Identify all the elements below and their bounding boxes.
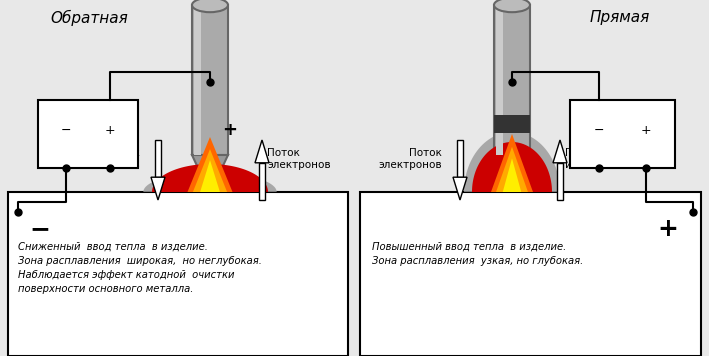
Polygon shape [152, 164, 268, 192]
Bar [494, 5, 530, 155]
Text: −: − [594, 124, 605, 137]
Bar [494, 115, 530, 133]
Polygon shape [494, 155, 530, 183]
Polygon shape [255, 140, 269, 163]
Bar [192, 5, 228, 155]
Text: −: − [30, 217, 50, 241]
Polygon shape [453, 177, 467, 200]
Bar [457, 140, 463, 177]
Bar [38, 100, 138, 168]
Bar [8, 192, 348, 356]
Polygon shape [503, 158, 521, 192]
Bar [194, 5, 201, 155]
Text: Сниженный  ввод тепла  в изделие.
Зона расплавления  широкая,  но неглубокая.
На: Сниженный ввод тепла в изделие. Зона рас… [18, 242, 262, 294]
Polygon shape [193, 149, 227, 192]
Bar [570, 100, 675, 168]
Polygon shape [496, 147, 528, 192]
Polygon shape [192, 155, 228, 183]
Text: −: − [61, 124, 71, 137]
Text: Прямая: Прямая [590, 10, 650, 25]
Text: Поток
ионов: Поток ионов [565, 148, 598, 171]
Polygon shape [200, 160, 220, 192]
Polygon shape [151, 177, 165, 200]
Ellipse shape [192, 0, 228, 12]
Text: +: + [657, 217, 679, 241]
Bar [155, 140, 161, 177]
Polygon shape [491, 134, 533, 192]
Text: Обратная: Обратная [50, 10, 128, 26]
Text: +: + [223, 121, 238, 139]
Text: +: + [105, 124, 116, 137]
Bar [496, 5, 503, 155]
Text: +: + [640, 124, 651, 137]
Text: Поток
электронов: Поток электронов [379, 148, 442, 171]
Polygon shape [143, 172, 277, 192]
Text: Повышенный ввод тепла  в изделие.
Зона расплавления  узкая, но глубокая.: Повышенный ввод тепла в изделие. Зона ра… [372, 242, 584, 266]
Polygon shape [187, 137, 233, 192]
Bar [360, 192, 701, 356]
Text: Поток
ионов: Поток ионов [107, 148, 140, 171]
Text: Поток
электронов: Поток электронов [267, 148, 330, 171]
Bar [259, 163, 264, 200]
Polygon shape [553, 140, 567, 163]
Bar [557, 163, 563, 200]
Polygon shape [464, 132, 560, 192]
Polygon shape [472, 142, 552, 192]
Ellipse shape [494, 0, 530, 12]
